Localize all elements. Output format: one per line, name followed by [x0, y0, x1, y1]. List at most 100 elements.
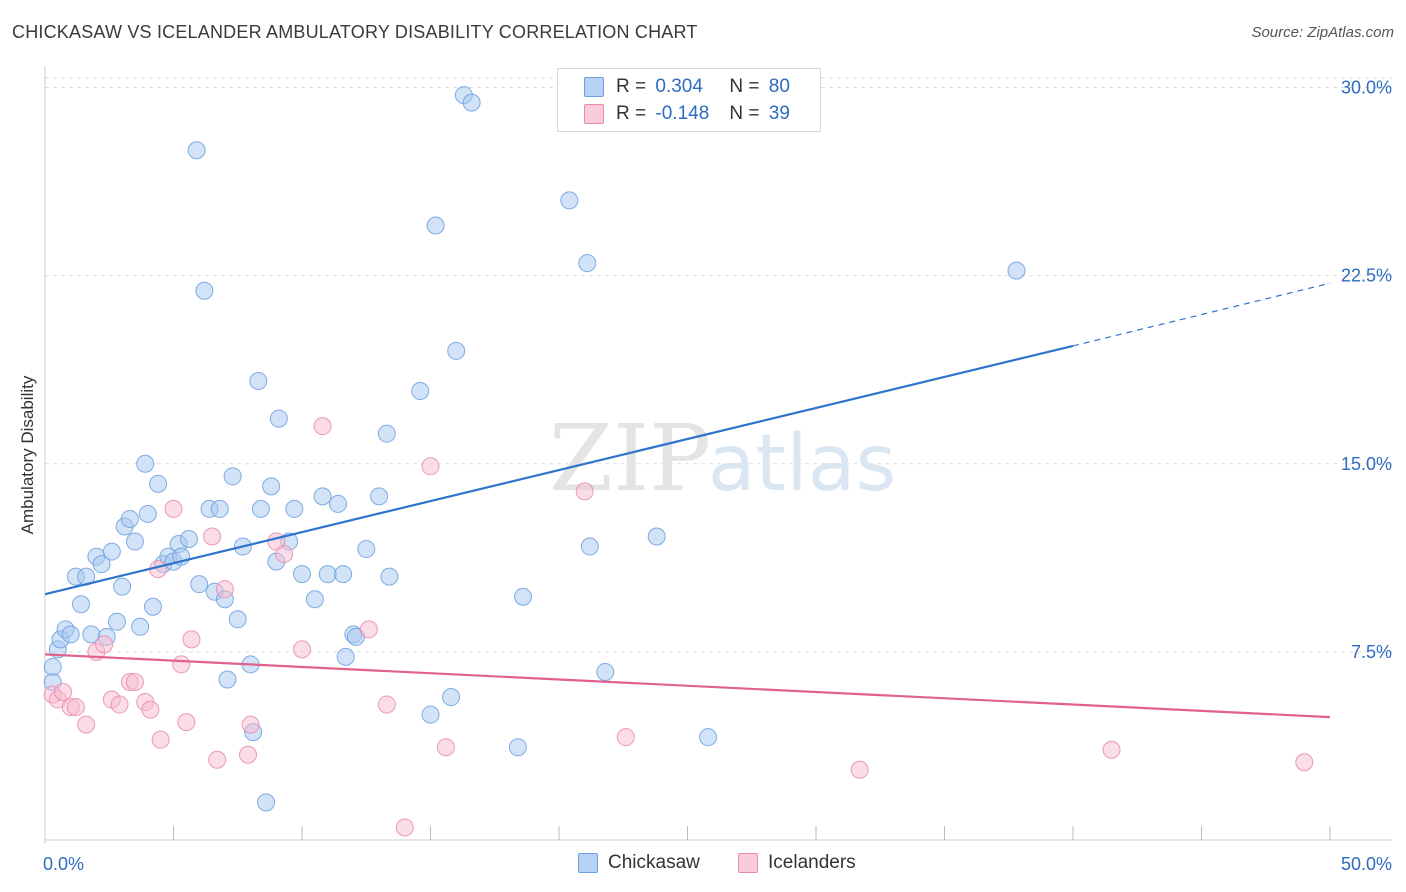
chickasaw-point [71, 595, 90, 614]
y-tick-label: 15.0% [1341, 454, 1392, 474]
icelanders-point [208, 750, 227, 769]
chickasaw-trend-extension [1072, 282, 1331, 347]
r-label: R = [616, 103, 647, 124]
icelanders-point [203, 527, 222, 546]
chickasaw-point [228, 610, 247, 629]
chickasaw-trend-line [44, 344, 1074, 596]
icelanders-point [850, 760, 869, 779]
icelanders-point [436, 738, 455, 757]
y-tick-label: 22.5% [1341, 266, 1392, 286]
icelanders-point [110, 695, 129, 714]
chickasaw-point [426, 216, 445, 235]
chickasaw-point [149, 474, 168, 493]
chickasaw-point [251, 499, 270, 518]
watermark-zip: ZIP [549, 405, 711, 512]
icelanders-point [53, 683, 72, 702]
legend-label-icelanders: Icelanders [768, 852, 856, 873]
chickasaw-point [136, 454, 155, 473]
icelanders-point [77, 715, 96, 734]
chickasaw-point [113, 577, 132, 596]
icelanders-point [172, 655, 191, 674]
chickasaw-point [514, 587, 533, 606]
chickasaw-swatch [584, 77, 604, 97]
chickasaw-point [578, 254, 597, 273]
legend-label-chickasaw: Chickasaw [608, 852, 700, 873]
icelanders-point [164, 499, 183, 518]
chickasaw-point [305, 590, 324, 609]
chickasaw-point [1007, 261, 1026, 280]
chickasaw-point [187, 141, 206, 160]
chickasaw-point [447, 341, 466, 360]
chickasaw-point [377, 424, 396, 443]
chickasaw-point [223, 467, 242, 486]
icelanders-point [239, 745, 258, 764]
watermark-atlas: atlas [708, 419, 897, 509]
icelanders-point [141, 700, 160, 719]
legend-item-icelanders[interactable]: Icelanders [738, 852, 856, 874]
icelanders-point [151, 730, 170, 749]
chart-title: CHICKASAW VS ICELANDER AMBULATORY DISABI… [12, 22, 698, 42]
icelanders-point [1295, 753, 1314, 772]
chickasaw-point [328, 494, 347, 513]
chickasaw-point [269, 409, 288, 428]
chickasaw-point [138, 504, 157, 523]
series-legend: Chickasaw Icelanders [0, 852, 1406, 878]
n-value: 80 [768, 76, 790, 97]
legend-item-chickasaw[interactable]: Chickasaw [578, 852, 700, 874]
chickasaw-point [357, 540, 376, 559]
icelanders-point [616, 728, 635, 747]
chickasaw-point [102, 542, 121, 561]
icelanders-trend-line [44, 653, 1331, 719]
axis-layer [44, 66, 1392, 844]
chickasaw-point [190, 575, 209, 594]
chickasaw-point [143, 597, 162, 616]
source-label: Source: ZipAtlas.com [1251, 24, 1394, 41]
chickasaw-point [596, 662, 615, 681]
chickasaw-point [293, 565, 311, 584]
chickasaw-point [336, 647, 355, 666]
stats-legend: R = 0.304 N = 80 R = -0.148 N = 39 [557, 68, 821, 132]
icelanders-point [215, 580, 234, 599]
chickasaw-point [210, 499, 229, 518]
chickasaw-point [647, 527, 666, 546]
chickasaw-point [107, 612, 126, 631]
chickasaw-point [380, 567, 399, 586]
x-tick-label-min: 0.0% [43, 854, 84, 874]
chickasaw-point [462, 93, 481, 112]
chickasaw-point [249, 372, 268, 391]
icelanders-point [66, 698, 85, 717]
r-value: -0.148 [655, 103, 710, 124]
icelanders-point [421, 457, 440, 476]
chickasaw-point [61, 625, 80, 644]
n-label: N = [729, 76, 760, 97]
chickasaw-point [92, 555, 111, 574]
y-tick-label: 30.0% [1341, 78, 1392, 98]
icelanders-point [293, 640, 311, 659]
chickasaw-point [179, 530, 198, 549]
chickasaw-point [218, 670, 237, 689]
chickasaw-point [257, 793, 276, 812]
icelanders-point [125, 672, 144, 691]
watermark: ZIP atlas [549, 405, 896, 512]
icelanders-point [241, 715, 260, 734]
chickasaw-point [442, 688, 461, 707]
icelanders-swatch [584, 104, 604, 124]
chickasaw-point [313, 487, 332, 506]
icelanders-point [1102, 740, 1121, 759]
r-value: 0.304 [655, 76, 703, 97]
chickasaw-swatch [578, 853, 598, 873]
chickasaw-point [370, 487, 389, 506]
chickasaw-point [334, 565, 353, 584]
x-tick-label-max: 50.0% [1341, 854, 1392, 874]
icelanders-point [313, 417, 332, 436]
n-value: 39 [768, 103, 790, 124]
y-tick-label: 7.5% [1351, 642, 1392, 662]
icelanders-point [359, 620, 378, 639]
icelanders-point [395, 818, 414, 837]
chickasaw-point [411, 382, 430, 401]
n-label: N = [729, 103, 760, 124]
chickasaw-point [508, 738, 527, 757]
chickasaw-point [195, 281, 214, 300]
icelanders-swatch [738, 853, 758, 873]
